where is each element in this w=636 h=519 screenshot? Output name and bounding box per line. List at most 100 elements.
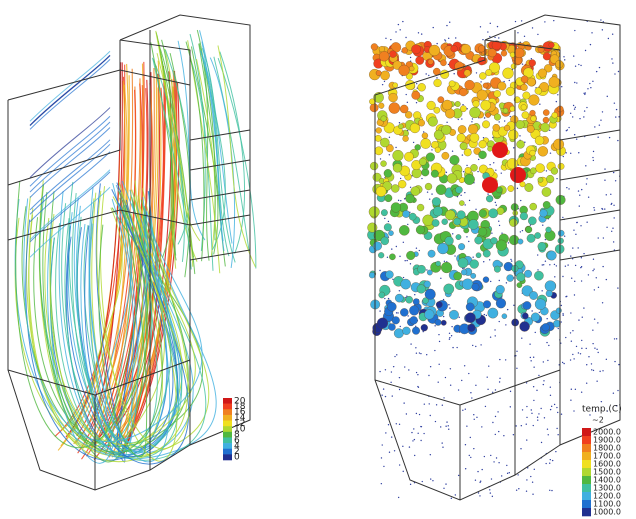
particle [391,248,392,249]
particle [410,316,418,324]
particle [425,183,432,190]
particle [517,188,518,189]
particle [429,403,430,404]
particle [389,103,400,114]
particle [430,478,431,479]
particle [578,190,579,191]
particle [578,319,579,320]
particle [455,494,456,495]
particle [518,488,519,489]
particle [417,265,425,273]
particle [379,371,380,372]
particle [572,354,573,355]
particle [570,255,571,256]
particle [561,305,562,306]
particle [396,312,397,313]
particle [468,324,476,332]
particle [572,116,573,117]
particle [523,301,531,309]
particle [591,32,592,33]
particle [436,404,437,405]
particle [579,195,580,196]
particle [479,151,487,159]
particle [472,256,473,257]
particle [421,178,422,179]
particle [381,457,382,458]
particle [575,265,576,266]
particle [553,139,564,150]
colorbar-swatch [582,444,591,452]
particle [385,396,386,397]
particle [473,100,480,107]
particle [484,456,485,457]
particle [390,382,391,383]
particle [438,97,444,103]
colorbar-title: temp.(C) [582,405,622,415]
particle [419,158,426,165]
particle [521,20,522,21]
particle [409,446,410,447]
particles [367,19,620,499]
particle [532,481,533,482]
colorbar-swatch [582,484,591,492]
colorbar-swatch [223,398,232,404]
particle [536,164,545,173]
particle [613,172,614,173]
particle [392,316,400,324]
particle [550,459,551,460]
particle [501,172,502,173]
particle [596,277,597,278]
particle [574,30,575,31]
particle [428,75,429,76]
particle [400,200,401,201]
particle [562,315,563,316]
particle [568,188,569,189]
particle [458,475,459,476]
particle [483,83,488,88]
particle [558,163,564,169]
particle [388,424,389,425]
particle [565,152,566,153]
particle [483,277,489,283]
particle [392,395,393,396]
particle [417,433,418,434]
particle [558,238,564,244]
figure: temp.(C) ~2 201816141210864202000.01900.… [0,0,636,519]
particle [495,434,496,435]
particle [522,409,523,410]
particle [562,276,563,277]
particle [549,264,550,265]
particle [449,310,458,319]
particle [421,169,429,177]
particle [531,310,532,311]
particle [434,350,435,351]
particle [451,335,452,336]
particle [450,385,451,386]
particle [537,419,538,420]
particle [406,260,407,261]
particle [520,448,521,449]
particle [445,109,455,119]
particle [611,58,612,59]
particle [574,82,575,83]
particle [540,408,541,409]
particle [538,146,548,156]
particle [495,389,496,390]
particle [441,262,452,273]
particle [406,94,407,95]
particle [426,354,427,355]
particle [465,444,466,445]
particle [466,303,474,311]
particle [416,372,417,373]
particle [506,282,507,283]
particle [412,327,420,335]
particle [442,447,443,448]
particle [510,106,515,111]
particle [602,208,603,209]
particle [606,227,607,228]
particle [593,207,594,208]
particle [573,55,574,56]
particle [463,171,464,172]
particle [613,217,614,218]
particle [472,345,473,346]
